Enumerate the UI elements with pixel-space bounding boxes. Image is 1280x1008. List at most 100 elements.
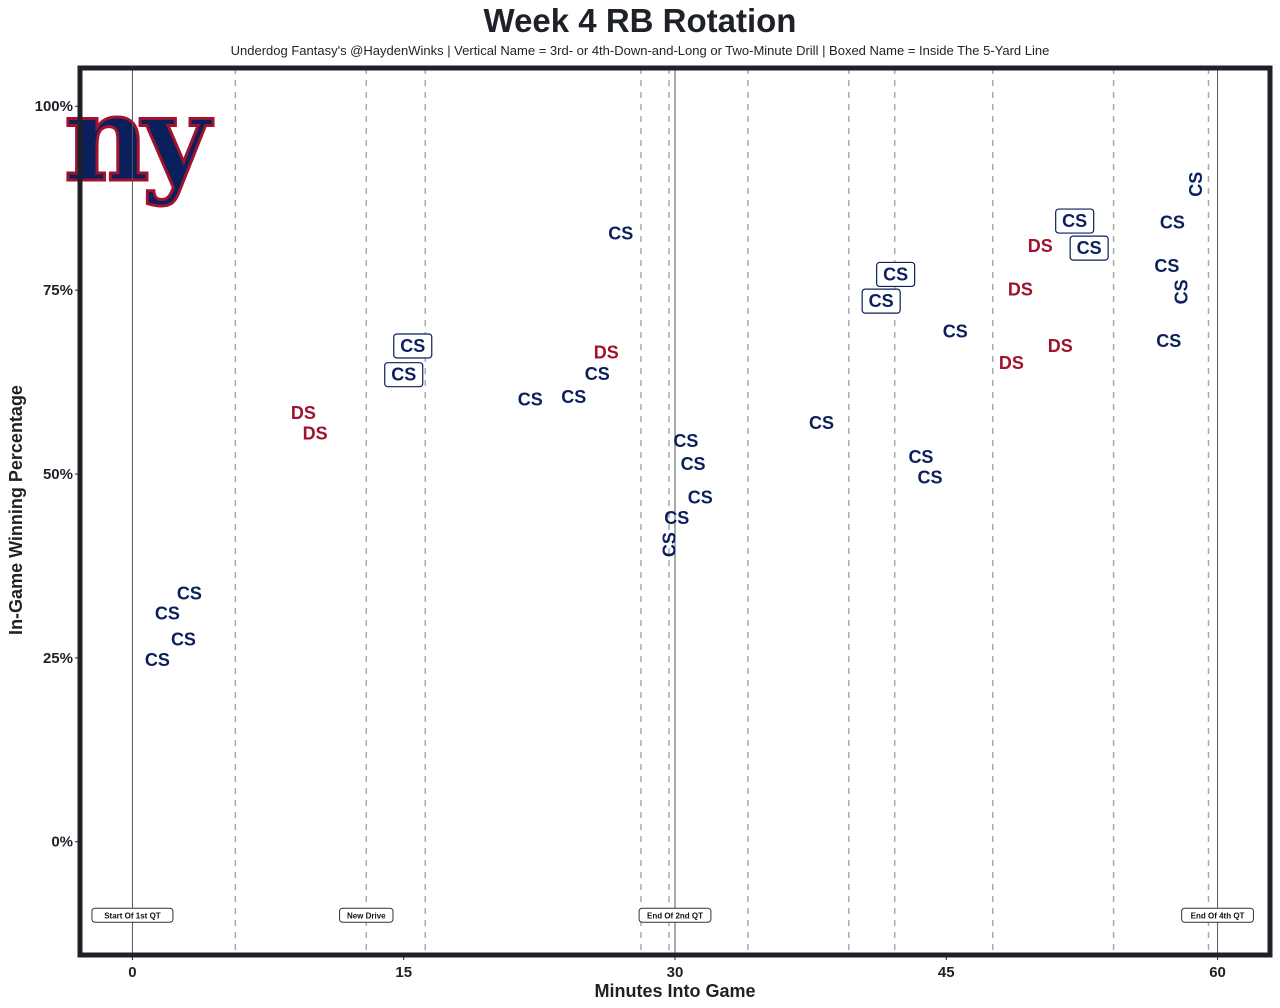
point-label-ds: DS [1048,336,1073,356]
y-tick-label: 0% [51,834,73,851]
point-label-cs: CS [608,223,633,243]
boxed-marker [393,333,433,359]
point-label-cs: CS [400,336,425,356]
point-marker: CS [1156,331,1181,351]
point-label-ds: DS [999,353,1024,373]
point-marker: CS [688,488,713,508]
x-axis-label: Minutes Into Game [594,981,755,1001]
boxed-marker [1055,208,1095,234]
point-label-cs: CS [1186,172,1206,197]
point-marker: CS [1154,256,1179,276]
x-tick-label: 30 [667,964,684,981]
team-logo: ny [64,69,214,208]
point-marker: CS [809,413,834,433]
point-marker: CS [155,604,180,624]
y-tick-label: 75% [43,282,73,299]
boxed-marker [1069,235,1109,261]
point-label-cs: CS [1077,238,1102,258]
point-marker: CS [393,333,433,359]
point-label-cs: CS [943,321,968,341]
point-label-cs: CS [681,454,706,474]
point-marker: CS [1055,208,1095,234]
point-marker: CS [177,584,202,604]
x-tick-label: 0 [128,964,136,981]
point-label-cs: CS [561,387,586,407]
point-label-cs: CS [585,364,610,384]
point-label-ds: DS [291,403,316,423]
point-marker: CS [561,387,586,407]
point-label-cs: CS [673,431,698,451]
point-marker: CS [681,454,706,474]
point-marker: DS [291,403,316,423]
y-tick-label: 100% [35,98,73,115]
point-label-ds: DS [594,342,619,362]
point-marker: DS [999,353,1024,373]
point-marker: CS [943,321,968,341]
point-label-cs: CS [917,467,942,487]
point-marker: CS [1171,279,1191,304]
point-marker: CS [1186,172,1206,197]
point-marker: DS [1048,336,1073,356]
point-marker: CS [861,288,901,314]
point-label-cs: CS [171,630,196,650]
point-label-cs: CS [688,488,713,508]
point-marker: CS [518,390,543,410]
boxed-marker [876,261,916,288]
x-tick-label: 15 [395,964,412,981]
point-marker: CS [171,630,196,650]
point-label-cs: CS [664,508,689,528]
chart-subtitle: Underdog Fantasy's @HaydenWinks | Vertic… [230,43,1050,58]
point-marker: DS [1008,279,1033,299]
point-label-cs: CS [869,291,894,311]
annotation-label: End Of 4th QT [1191,911,1245,920]
point-marker: CS [876,261,916,288]
point-marker: CS [608,223,633,243]
point-marker: CS [145,650,170,670]
point-label-cs: CS [1171,279,1191,304]
point-label-cs: CS [883,264,908,284]
point-label-cs: CS [660,532,680,557]
annotation-box [638,907,712,923]
point-marker: CS [673,431,698,451]
point-label-cs: CS [1156,331,1181,351]
point-label-cs: CS [1154,256,1179,276]
y-tick-label: 50% [43,466,73,483]
annotation-label: New Drive [347,911,386,920]
point-label-ds: DS [1008,279,1033,299]
boxed-marker [861,288,901,314]
point-marker: DS [594,342,619,362]
annotation-box [1181,907,1254,923]
point-marker: CS [585,364,610,384]
point-label-cs: CS [145,650,170,670]
annotation-box [91,907,174,923]
point-marker: CS [664,508,689,528]
y-tick-label: 25% [43,650,73,667]
point-marker: CS [1160,212,1185,232]
annotation-label: Start Of 1st QT [104,911,161,920]
point-label-cs: CS [391,365,416,385]
point-label-cs: CS [155,604,180,624]
point-marker: CS [660,532,680,557]
point-label-cs: CS [1062,211,1087,231]
annotation-label: End Of 2nd QT [647,911,703,920]
point-label-cs: CS [809,413,834,433]
point-label-ds: DS [303,423,328,443]
point-marker: CS [917,467,942,487]
y-axis-label: In-Game Winning Percentage [6,385,26,635]
point-marker: CS [908,447,933,467]
chart-title: Week 4 RB Rotation [483,2,797,39]
point-marker: CS [384,362,424,388]
point-label-cs: CS [1160,212,1185,232]
point-marker: DS [1028,236,1053,256]
annotation-box [339,907,394,923]
x-tick-label: 60 [1209,964,1226,981]
point-label-ds: DS [1028,236,1053,256]
point-marker: DS [303,423,328,443]
point-marker: CS [1069,235,1109,261]
boxed-marker [384,362,424,388]
point-label-cs: CS [908,447,933,467]
point-label-cs: CS [177,584,202,604]
point-label-cs: CS [518,390,543,410]
x-tick-label: 45 [938,964,955,981]
